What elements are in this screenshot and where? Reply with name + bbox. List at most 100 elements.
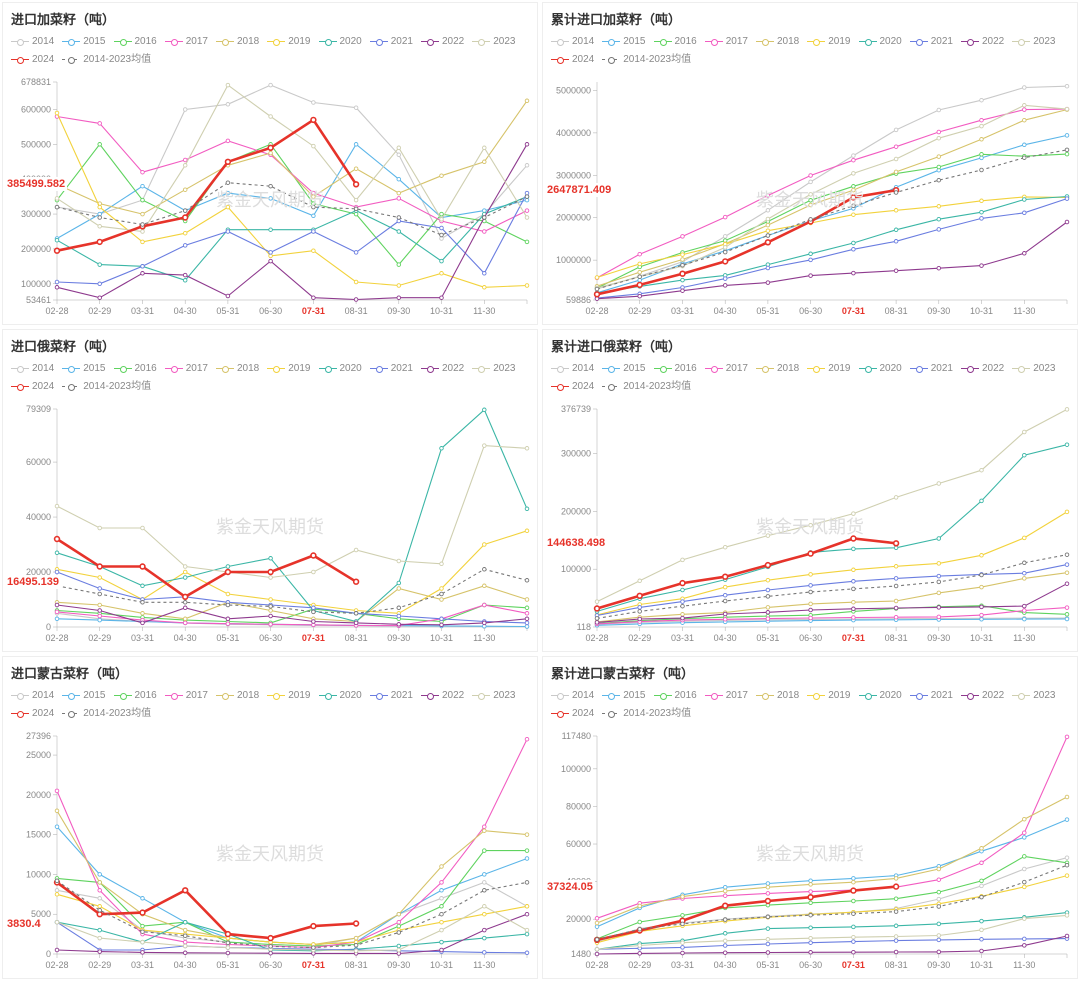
legend-item[interactable]: 2014-2023均值 — [602, 52, 691, 68]
legend-item[interactable]: 2024 — [11, 706, 54, 722]
legend-item[interactable]: 2015 — [62, 34, 105, 50]
legend-item[interactable]: 2018 — [756, 361, 799, 377]
series-marker — [595, 287, 599, 291]
series-marker — [1023, 198, 1027, 202]
legend-item[interactable]: 2023 — [1012, 361, 1055, 377]
legend-item[interactable]: 2016 — [654, 361, 697, 377]
legend-item[interactable]: 2020 — [859, 361, 902, 377]
legend-item[interactable]: 2015 — [602, 688, 645, 704]
chart-area: 5346110000020000030000040000050000060000… — [3, 74, 537, 324]
legend-item[interactable]: 2015 — [602, 34, 645, 50]
chart-title: 累计进口蒙古菜籽（吨） — [543, 657, 1077, 686]
legend-item[interactable]: 2020 — [319, 688, 362, 704]
legend-item[interactable]: 2024 — [11, 379, 54, 395]
legend-item[interactable]: 2022 — [421, 688, 464, 704]
legend-item[interactable]: 2023 — [472, 688, 515, 704]
legend-item[interactable]: 2016 — [654, 688, 697, 704]
legend-item[interactable]: 2017 — [165, 34, 208, 50]
legend-item[interactable]: 2023 — [1012, 688, 1055, 704]
y-axis: 020000400006000079309 — [26, 404, 57, 632]
legend-item[interactable]: 2017 — [705, 688, 748, 704]
legend-item[interactable]: 2021 — [370, 34, 413, 50]
legend-item[interactable]: 2020 — [319, 361, 362, 377]
legend-item[interactable]: 2024 — [551, 706, 594, 722]
series-marker — [97, 240, 102, 245]
legend-item[interactable]: 2015 — [602, 361, 645, 377]
chart-title: 累计进口俄菜籽（吨） — [543, 330, 1077, 359]
legend-item[interactable]: 2023 — [1012, 34, 1055, 50]
series-marker — [183, 273, 187, 277]
legend-item[interactable]: 2017 — [165, 688, 208, 704]
series-marker — [525, 621, 529, 625]
legend-item[interactable]: 2020 — [319, 34, 362, 50]
series-marker — [894, 606, 898, 610]
legend-item[interactable]: 2021 — [370, 361, 413, 377]
legend-item[interactable]: 2014-2023均值 — [62, 52, 151, 68]
series-marker — [354, 207, 358, 211]
legend-item[interactable]: 2017 — [705, 34, 748, 50]
legend-item[interactable]: 2016 — [114, 361, 157, 377]
series-line — [597, 150, 1067, 289]
legend-item[interactable]: 2024 — [551, 379, 594, 395]
legend-item[interactable]: 2014 — [11, 688, 54, 704]
series-marker — [226, 191, 230, 195]
legend-item[interactable]: 2022 — [961, 361, 1004, 377]
legend-item[interactable]: 2019 — [267, 688, 310, 704]
series-marker — [311, 118, 316, 123]
legend-item[interactable]: 2014 — [551, 361, 594, 377]
series-marker — [937, 878, 941, 882]
legend-item[interactable]: 2014-2023均值 — [62, 706, 151, 722]
series-marker — [1023, 108, 1027, 112]
legend-item[interactable]: 2022 — [421, 34, 464, 50]
legend-item[interactable]: 2014-2023均值 — [602, 706, 691, 722]
legend-item[interactable]: 2019 — [807, 688, 850, 704]
legend-item[interactable]: 2017 — [705, 361, 748, 377]
legend-item[interactable]: 2020 — [859, 688, 902, 704]
legend-item[interactable]: 2021 — [370, 688, 413, 704]
legend-item[interactable]: 2022 — [961, 688, 1004, 704]
legend-item[interactable]: 2024 — [551, 52, 594, 68]
series-marker — [98, 263, 102, 267]
series-marker — [681, 600, 685, 604]
legend-item[interactable]: 2019 — [807, 361, 850, 377]
legend-item[interactable]: 2018 — [756, 688, 799, 704]
legend-item[interactable]: 2018 — [216, 688, 259, 704]
legend-item[interactable]: 2021 — [910, 361, 953, 377]
legend-item[interactable]: 2014 — [551, 34, 594, 50]
legend-item[interactable]: 2022 — [961, 34, 1004, 50]
series-marker — [1023, 571, 1027, 575]
series-marker — [980, 210, 984, 214]
legend-item[interactable]: 2023 — [472, 34, 515, 50]
series-marker — [894, 910, 898, 914]
legend-item[interactable]: 2014 — [11, 361, 54, 377]
legend-item[interactable]: 2014 — [11, 34, 54, 50]
legend-item[interactable]: 2019 — [807, 34, 850, 50]
legend-item[interactable]: 2016 — [114, 34, 157, 50]
legend-item[interactable]: 2018 — [216, 361, 259, 377]
series-marker — [55, 893, 59, 897]
legend-item[interactable]: 2014-2023均值 — [62, 379, 151, 395]
legend-item[interactable]: 2015 — [62, 688, 105, 704]
legend-item[interactable]: 2023 — [472, 361, 515, 377]
legend-item[interactable]: 2019 — [267, 361, 310, 377]
legend-swatch — [859, 692, 877, 700]
series-marker — [723, 918, 727, 922]
legend-item[interactable]: 2017 — [165, 361, 208, 377]
legend-item[interactable]: 2024 — [11, 52, 54, 68]
legend-item[interactable]: 2020 — [859, 34, 902, 50]
legend-item[interactable]: 2016 — [654, 34, 697, 50]
legend-item[interactable]: 2018 — [756, 34, 799, 50]
legend-item[interactable]: 2014 — [551, 688, 594, 704]
series-marker — [766, 882, 770, 886]
series-marker — [312, 946, 316, 950]
legend-item[interactable]: 2018 — [216, 34, 259, 50]
legend-item[interactable]: 2021 — [910, 34, 953, 50]
legend-item[interactable]: 2019 — [267, 34, 310, 50]
legend-item[interactable]: 2015 — [62, 361, 105, 377]
series-line — [57, 101, 527, 214]
svg-text:05-31: 05-31 — [216, 306, 239, 316]
legend-item[interactable]: 2014-2023均值 — [602, 379, 691, 395]
legend-item[interactable]: 2016 — [114, 688, 157, 704]
legend-item[interactable]: 2021 — [910, 688, 953, 704]
legend-item[interactable]: 2022 — [421, 361, 464, 377]
